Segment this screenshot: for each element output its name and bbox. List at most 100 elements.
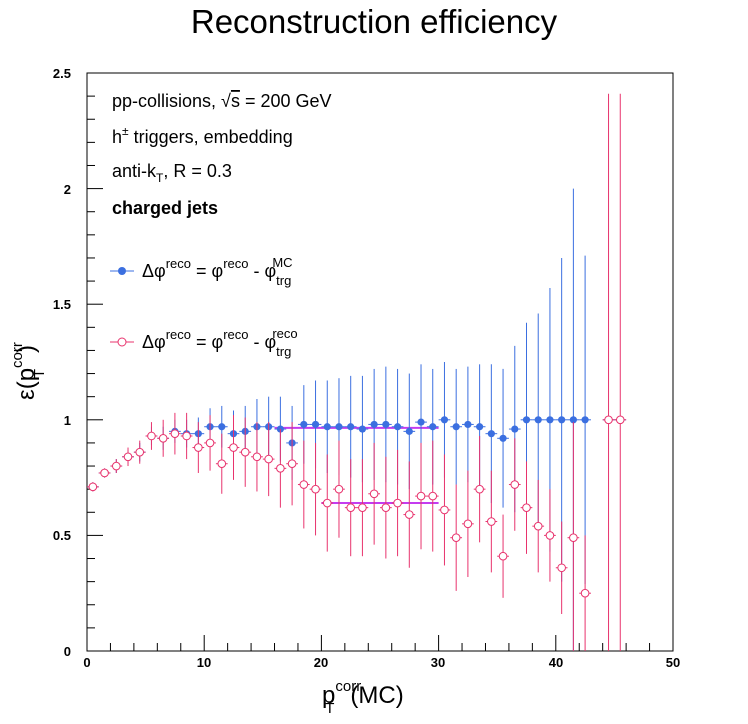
data-point bbox=[218, 423, 226, 431]
data-point bbox=[311, 484, 320, 494]
legend: Δφreco = φreco - φtrgMC Δφreco = φreco -… bbox=[110, 255, 298, 359]
data-point bbox=[581, 416, 589, 424]
data-point bbox=[123, 452, 133, 462]
data-point bbox=[322, 498, 332, 508]
data-point bbox=[147, 431, 156, 441]
data-point bbox=[311, 420, 320, 429]
y-tick-label: 0.5 bbox=[53, 528, 71, 543]
data-point bbox=[334, 484, 344, 494]
x-tick-label: 30 bbox=[431, 655, 445, 670]
data-point bbox=[300, 420, 308, 429]
annotation-jets: charged jets bbox=[112, 198, 218, 218]
data-point bbox=[405, 427, 413, 435]
y-tick-label: 1.5 bbox=[53, 297, 71, 312]
legend-marker-reco bbox=[117, 337, 127, 347]
data-point bbox=[229, 443, 238, 452]
data-point bbox=[451, 533, 461, 543]
data-point bbox=[416, 491, 426, 501]
data-point bbox=[557, 563, 566, 573]
data-point bbox=[476, 423, 484, 431]
data-point bbox=[382, 420, 390, 429]
series-reco bbox=[87, 93, 627, 651]
legend-label-mc: Δφreco = φreco - φtrgMC bbox=[142, 255, 293, 288]
legend-marker-mc bbox=[118, 267, 126, 275]
x-tick-label: 10 bbox=[197, 655, 211, 670]
legend-label-reco: Δφreco = φreco - φtrgreco bbox=[142, 326, 298, 359]
annotation-collision: pp-collisions, √s = 200 GeV bbox=[112, 91, 332, 111]
data-point bbox=[569, 533, 578, 543]
data-point bbox=[358, 425, 367, 433]
y-axis-title: ε(pcorrT) bbox=[9, 342, 48, 400]
data-point bbox=[347, 423, 355, 431]
data-point bbox=[346, 503, 356, 512]
x-tick-labels: 0 10 20 30 40 50 bbox=[83, 655, 680, 670]
data-point bbox=[580, 588, 590, 598]
annotation-algorithm: anti-kT, R = 0.3 bbox=[112, 161, 232, 185]
x-tick-label: 50 bbox=[666, 655, 680, 670]
data-point bbox=[217, 459, 227, 469]
data-point bbox=[405, 510, 414, 519]
data-point bbox=[558, 416, 566, 424]
data-point bbox=[393, 423, 402, 431]
fit-lines bbox=[274, 426, 439, 505]
data-point bbox=[182, 431, 191, 441]
data-point bbox=[440, 416, 449, 424]
data-point bbox=[287, 459, 297, 469]
data-point bbox=[546, 416, 554, 424]
data-point bbox=[475, 484, 484, 494]
plot-frame bbox=[86, 72, 674, 652]
data-point bbox=[135, 447, 145, 457]
legend-entry-mc: Δφreco = φreco - φtrgMC bbox=[110, 255, 293, 288]
data-point bbox=[452, 423, 460, 431]
y-tick-label: 0 bbox=[64, 644, 71, 659]
data-point bbox=[569, 416, 577, 424]
data-point bbox=[615, 415, 625, 425]
data-points bbox=[87, 93, 627, 651]
data-point bbox=[370, 420, 378, 429]
annotation-trigger: h± triggers, embedding bbox=[112, 124, 293, 147]
data-point bbox=[170, 429, 180, 438]
legend-entry-reco: Δφreco = φreco - φtrgreco bbox=[110, 326, 298, 359]
data-point bbox=[522, 416, 531, 424]
data-point bbox=[264, 454, 273, 464]
y-tick-label: 2 bbox=[64, 182, 71, 197]
data-point bbox=[428, 491, 438, 501]
data-point bbox=[498, 551, 508, 561]
data-point bbox=[205, 438, 215, 448]
data-point bbox=[487, 517, 496, 526]
y-tick-labels: 0 0.5 1 1.5 2 2.5 bbox=[53, 66, 71, 659]
data-point bbox=[299, 480, 309, 489]
data-point bbox=[240, 447, 250, 457]
x-tick-label: 40 bbox=[549, 655, 563, 670]
data-point bbox=[393, 498, 402, 508]
data-point bbox=[417, 418, 425, 426]
data-point bbox=[534, 416, 542, 424]
data-point bbox=[487, 430, 495, 438]
data-point bbox=[545, 531, 555, 540]
data-point bbox=[510, 480, 520, 489]
data-point bbox=[323, 423, 331, 431]
data-point bbox=[381, 503, 391, 512]
data-point bbox=[511, 425, 519, 433]
data-point bbox=[112, 461, 121, 471]
data-point bbox=[358, 503, 367, 512]
axis-ticks bbox=[86, 72, 674, 652]
data-point bbox=[429, 423, 437, 431]
data-point bbox=[369, 489, 379, 499]
y-tick-label: 2.5 bbox=[53, 66, 71, 81]
x-tick-label: 20 bbox=[314, 655, 328, 670]
data-point bbox=[440, 505, 449, 515]
y-tick-label: 1 bbox=[64, 413, 71, 428]
data-point bbox=[499, 434, 507, 442]
data-point bbox=[88, 482, 98, 492]
data-point bbox=[464, 420, 472, 429]
data-point bbox=[522, 503, 531, 512]
data-point bbox=[533, 521, 543, 531]
data-point bbox=[463, 519, 473, 529]
data-point bbox=[194, 443, 203, 452]
data-point bbox=[252, 452, 262, 462]
data-point bbox=[158, 433, 168, 443]
chart-title: Reconstruction efficiency bbox=[191, 3, 558, 40]
data-point bbox=[276, 464, 285, 473]
